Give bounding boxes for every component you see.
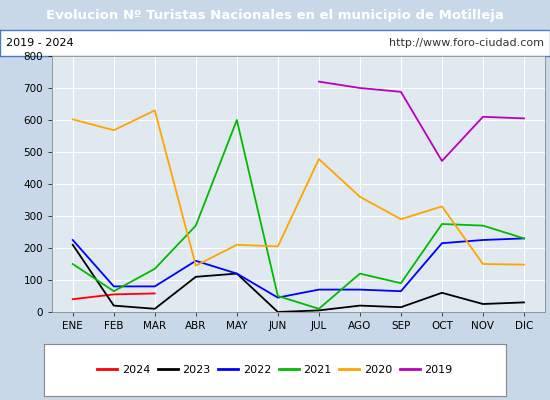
Legend: 2024, 2023, 2022, 2021, 2020, 2019: 2024, 2023, 2022, 2021, 2020, 2019 xyxy=(93,360,457,380)
Text: Evolucion Nº Turistas Nacionales en el municipio de Motilleja: Evolucion Nº Turistas Nacionales en el m… xyxy=(46,8,504,22)
Text: 2019 - 2024: 2019 - 2024 xyxy=(6,38,73,48)
Text: http://www.foro-ciudad.com: http://www.foro-ciudad.com xyxy=(389,38,544,48)
